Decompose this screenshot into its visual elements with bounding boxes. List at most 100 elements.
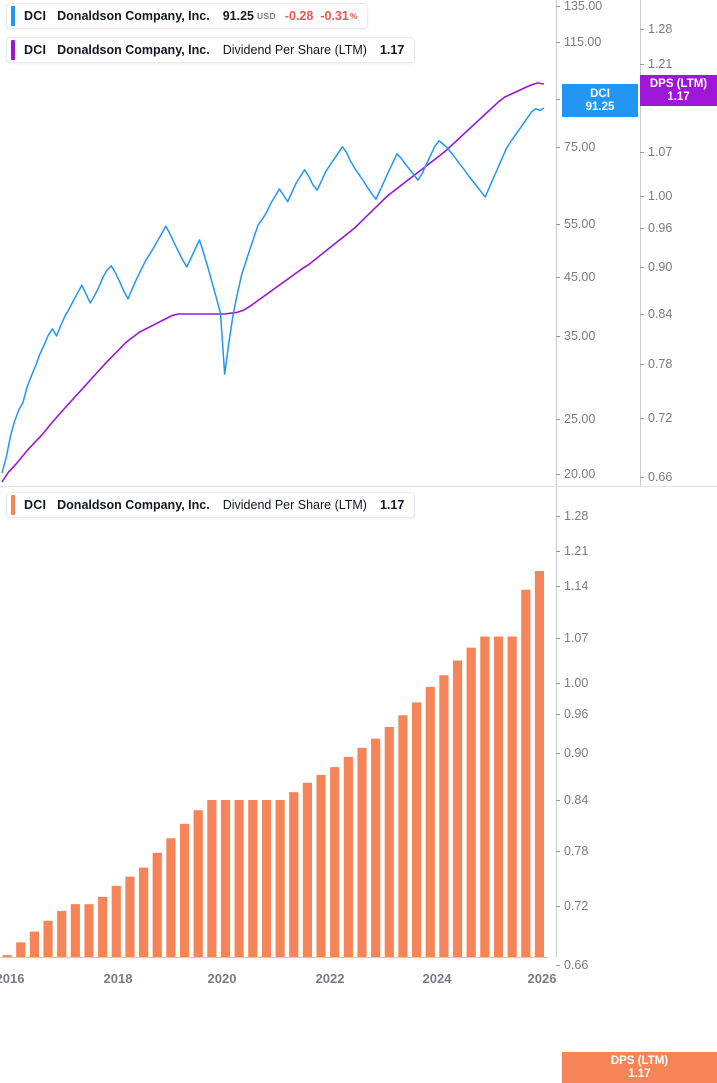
bar[interactable] [261, 800, 272, 957]
bar[interactable] [43, 920, 53, 957]
axis-tick [556, 419, 560, 420]
bar[interactable] [521, 589, 531, 957]
bar[interactable] [275, 800, 285, 957]
axis-tick [556, 714, 560, 715]
axis-tick-label: 1.14 [564, 579, 589, 593]
bar[interactable] [439, 675, 449, 957]
axis-tick [556, 586, 560, 587]
bar[interactable] [234, 800, 244, 957]
bar[interactable] [357, 747, 367, 957]
bar[interactable] [330, 767, 340, 957]
bar[interactable] [16, 942, 26, 957]
axis-tick [556, 965, 560, 966]
axis-tick-label: 0.96 [648, 221, 673, 235]
legend-color-swatch [11, 495, 15, 515]
axis-tick [556, 6, 560, 7]
bar[interactable] [425, 686, 435, 957]
legend-price-main[interactable]: DCI Donaldson Company, Inc. 91.25 USD -0… [6, 3, 369, 29]
badge-label: DPS (LTM) [649, 77, 708, 90]
legend-ticker: DCI [24, 9, 47, 23]
bar[interactable] [412, 702, 422, 957]
dps-y-axis[interactable]: 1.28 1.21 1.14 1.07 1.00 0.96 0.90 0.84 0.78 0.72… [556, 487, 717, 1005]
dps-plot-area[interactable] [0, 487, 548, 957]
axis-tick-label: 0.66 [648, 470, 673, 484]
bar[interactable] [371, 738, 381, 957]
bar[interactable] [139, 867, 149, 958]
bar[interactable] [125, 876, 135, 957]
legend-dps[interactable]: DCI Donaldson Company, Inc. Dividend Per… [6, 492, 416, 518]
axis-tick-label: 0.72 [648, 411, 673, 425]
axis-tick [640, 314, 644, 315]
axis-tick [640, 64, 644, 65]
legend-ticker: DCI [24, 43, 47, 57]
axis-tick-label: 135.00 [564, 0, 603, 13]
bar[interactable] [84, 904, 94, 957]
bar[interactable] [507, 636, 517, 957]
axis-tick-label: 0.90 [564, 746, 589, 760]
legend-company-name: Donaldson Company, Inc. [57, 498, 210, 512]
badge-label: DPS (LTM) [610, 1054, 669, 1067]
bar[interactable] [493, 636, 504, 957]
axis-tick [640, 228, 644, 229]
axis-tick [556, 474, 560, 475]
legend-company-name: Donaldson Company, Inc. [57, 43, 210, 57]
bar[interactable] [384, 727, 394, 957]
dps-overlay-line [1, 82, 545, 483]
bar[interactable] [452, 660, 463, 958]
axis-tick-label: 1.21 [564, 544, 589, 558]
axis-tick [556, 906, 560, 907]
axis-tick-label: 0.78 [648, 357, 673, 371]
bar[interactable] [248, 800, 258, 957]
bar[interactable] [207, 800, 217, 957]
x-axis-line [0, 957, 548, 958]
bar[interactable] [220, 800, 231, 957]
bar[interactable] [179, 823, 190, 957]
axis-tick-label: 1.07 [564, 631, 589, 645]
legend-price-dps[interactable]: DCI Donaldson Company, Inc. Dividend Per… [6, 37, 416, 63]
axis-line [556, 487, 557, 957]
legend-ticker: DCI [24, 498, 47, 512]
dps-pane: DCI Donaldson Company, Inc. Dividend Per… [0, 487, 717, 1083]
x-axis-tick-label: 2020 [207, 971, 237, 986]
axis-tick-label: 1.00 [648, 189, 673, 203]
price-y-axis[interactable]: 135.00115.0095.0075.0055.0045.0035.0025.… [556, 0, 636, 486]
axis-tick-label: 0.66 [564, 958, 589, 972]
price-pane-dps-y-axis[interactable]: 1.281.211.141.071.000.960.900.840.780.72… [640, 0, 717, 486]
x-axis-tick-label: 2026 [527, 971, 557, 986]
axis-tick [556, 683, 560, 684]
bar[interactable] [466, 647, 476, 957]
bar[interactable] [57, 910, 67, 957]
bar[interactable] [152, 852, 162, 957]
bar[interactable] [166, 838, 176, 957]
axis-tick [556, 551, 560, 552]
bar[interactable] [289, 792, 299, 957]
bar[interactable] [398, 715, 408, 957]
bar[interactable] [343, 756, 353, 957]
bar[interactable] [2, 955, 12, 957]
bar[interactable] [29, 931, 39, 957]
x-axis[interactable]: 2016 2018 2020 2022 2024 2026 [0, 957, 556, 1005]
bar[interactable] [302, 782, 312, 957]
legend-color-swatch [11, 40, 15, 60]
axis-tick [556, 516, 560, 517]
bar[interactable] [98, 896, 108, 957]
bar[interactable] [70, 904, 80, 957]
axis-tick-label: 0.72 [564, 899, 589, 913]
bar[interactable] [480, 636, 490, 957]
axis-tick-label: 45.00 [564, 270, 596, 284]
axis-tick [556, 336, 560, 337]
legend-series-name: Dividend Per Share (LTM) [222, 498, 367, 512]
x-axis-tick-label: 2018 [103, 971, 133, 986]
legend-series-value: 1.17 [379, 498, 405, 512]
x-axis-tick-label: 2016 [0, 971, 25, 986]
axis-tick [556, 277, 560, 278]
price-plot-area[interactable] [0, 0, 548, 484]
dps-value-badge-bottom: DPS (LTM) 1.17 [562, 1052, 717, 1083]
axis-tick [640, 29, 644, 30]
axis-tick [640, 364, 644, 365]
bar[interactable] [534, 571, 545, 957]
bar[interactable] [316, 774, 326, 957]
bar[interactable] [111, 885, 121, 957]
bar[interactable] [193, 810, 203, 957]
